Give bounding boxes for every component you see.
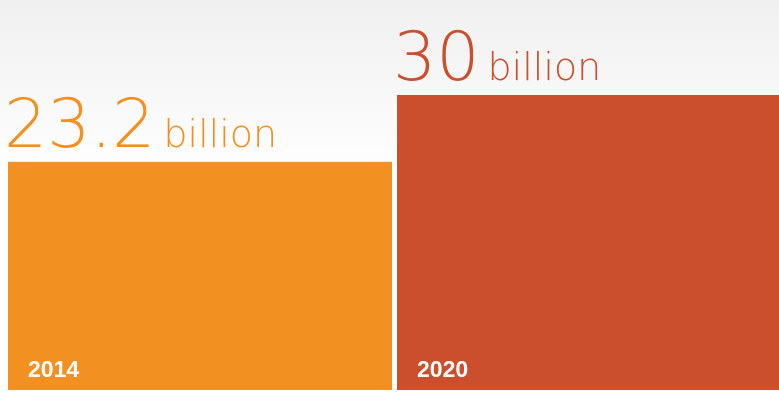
category-label-2014: 2014 [28,356,79,382]
bar-2014 [8,161,392,390]
value-label-2014: 23.2 billion [4,85,277,164]
value-unit: billion [488,45,602,89]
value-number: 30 [393,18,480,97]
value-unit: billion [163,112,277,156]
bar-2020 [397,95,779,390]
value-number: 23.2 [4,85,155,164]
value-label-2020: 30 billion [393,18,601,97]
category-label-2020: 2020 [417,356,468,382]
